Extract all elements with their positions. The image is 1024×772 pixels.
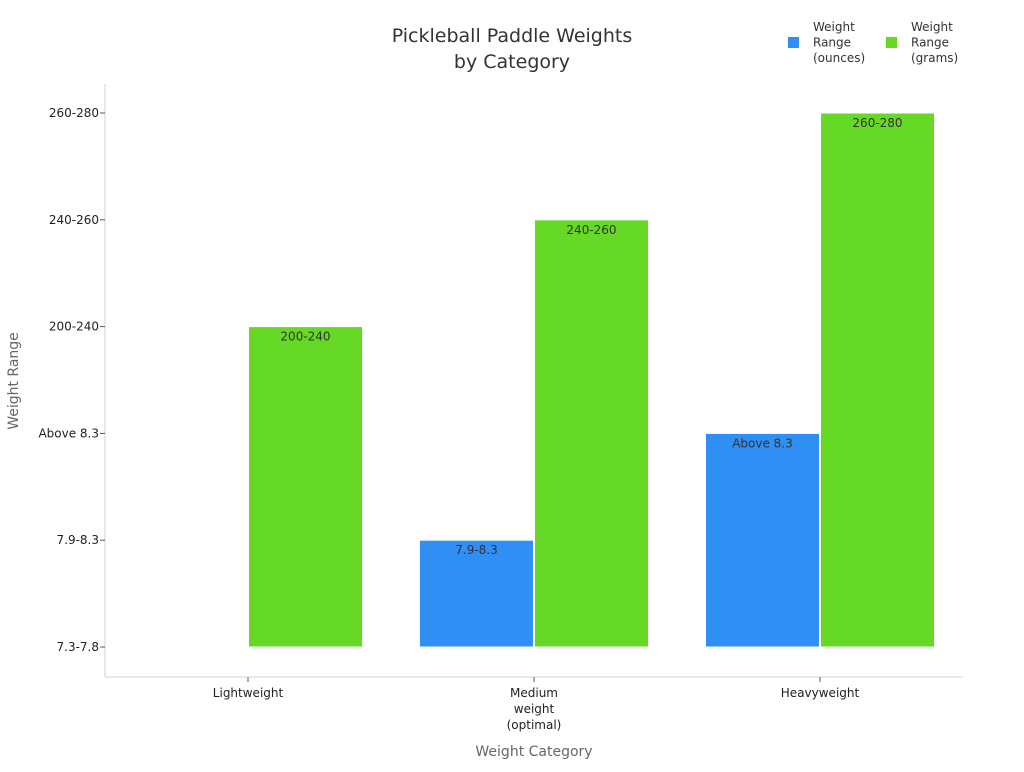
bar-data-label: 7.9-8.3 xyxy=(455,543,498,557)
x-tick-label: (optimal) xyxy=(507,718,562,732)
y-tick-label: 200-240 xyxy=(49,320,99,334)
y-tick-label: 260-280 xyxy=(49,106,99,120)
bar xyxy=(820,112,935,648)
bar-data-label: 260-280 xyxy=(852,116,902,130)
x-tick-label: weight xyxy=(514,702,555,716)
bar xyxy=(534,219,649,648)
legend-label: Weight xyxy=(911,20,953,34)
legend-label: Range xyxy=(813,36,851,50)
y-tick-label: 7.3-7.8 xyxy=(57,640,100,654)
bar-data-label: Above 8.3 xyxy=(732,436,793,450)
x-tick-label: Heavyweight xyxy=(781,686,860,700)
legend-swatch xyxy=(788,37,799,48)
x-tick-label: Medium xyxy=(510,686,558,700)
bar xyxy=(705,432,820,648)
legend-swatch xyxy=(886,37,897,48)
bar-data-label: 240-260 xyxy=(566,223,616,237)
y-tick-label: Above 8.3 xyxy=(38,426,99,440)
x-tick-label: Lightweight xyxy=(213,686,284,700)
y-tick-label: 240-260 xyxy=(49,213,99,227)
x-axis-title: Weight Category xyxy=(475,744,592,760)
y-tick-label: 7.9-8.3 xyxy=(57,533,100,547)
y-axis-title: Weight Range xyxy=(6,332,22,430)
bar xyxy=(419,539,534,648)
bar-data-label: 200-240 xyxy=(280,330,330,344)
legend-label: Range xyxy=(911,36,949,50)
bar xyxy=(248,326,363,648)
legend-label: (grams) xyxy=(911,51,958,65)
chart-title: Pickleball Paddle Weights xyxy=(392,25,633,47)
chart-title: by Category xyxy=(454,51,570,73)
legend-label: (ounces) xyxy=(813,51,865,65)
legend-label: Weight xyxy=(813,20,855,34)
